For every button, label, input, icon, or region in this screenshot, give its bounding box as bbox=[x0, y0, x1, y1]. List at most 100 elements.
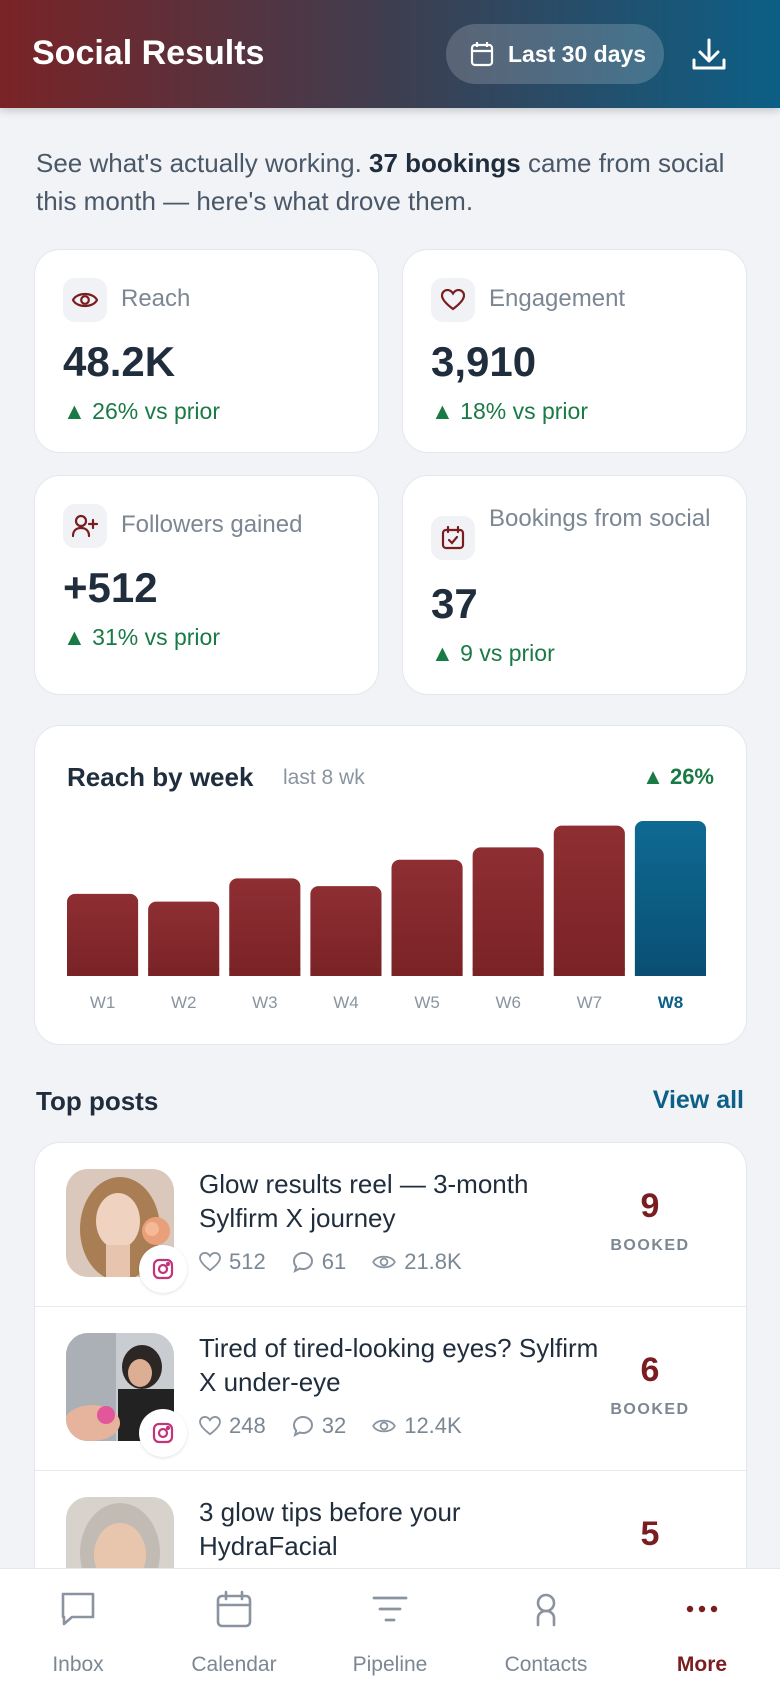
stat-label: Bookings from social bbox=[489, 505, 711, 532]
stat-label: Reach bbox=[121, 285, 191, 312]
bar-base-w5 bbox=[391, 968, 463, 976]
x-tick-label: W4 bbox=[333, 993, 359, 1012]
bar-w3[interactable] bbox=[229, 878, 301, 976]
nav-label: Inbox bbox=[52, 1653, 104, 1676]
intro-highlight: 37 bookings bbox=[369, 148, 521, 178]
more-icon bbox=[624, 1589, 780, 1629]
bar-base-w2 bbox=[148, 968, 220, 976]
page-title: Social Results bbox=[32, 34, 265, 72]
bottom-nav: Inbox Calendar Pipeline Contacts More bbox=[0, 1568, 780, 1688]
comments-count: 61 bbox=[321, 1249, 347, 1274]
x-tick-label: W3 bbox=[252, 993, 278, 1012]
calendar-icon bbox=[156, 1589, 312, 1629]
download-icon bbox=[692, 38, 726, 70]
bar-base-w1 bbox=[67, 968, 139, 976]
booked-count: 5 bbox=[640, 1515, 660, 1553]
booked-count: 9 bbox=[640, 1187, 660, 1225]
reach-chart-card: Reach by week last 8 wk ▲ 26% W1 W2 W3 W4 W5… bbox=[34, 725, 747, 1045]
date-range-button[interactable]: Last 30 days bbox=[446, 24, 664, 84]
chart-delta: ▲ 26% bbox=[642, 764, 714, 789]
x-tick-label: W7 bbox=[577, 993, 603, 1012]
stat-card-reach[interactable]: Reach 48.2K ▲ 26% vs prior bbox=[34, 249, 379, 453]
x-tick-label: W2 bbox=[171, 993, 197, 1012]
intro-suffix: came from social this month — here's wha… bbox=[36, 148, 725, 216]
post-title: 3 glow tips before your HydraFacial bbox=[199, 1497, 461, 1561]
nav-more[interactable]: More bbox=[624, 1569, 780, 1688]
stat-label: Followers gained bbox=[121, 511, 303, 538]
reach-bar-chart: W1 W2 W3 W4 W5 W6 W7 W8 bbox=[67, 821, 706, 1012]
bar-base-w4 bbox=[310, 968, 382, 976]
heart-icon bbox=[199, 1252, 221, 1272]
stat-card-bookings[interactable]: Bookings from social 37 ▲ 9 vs prior bbox=[402, 475, 747, 695]
nav-contacts[interactable]: Contacts bbox=[468, 1569, 624, 1688]
post-title: Tired of tired-looking eyes? Sylfirm X u… bbox=[199, 1333, 599, 1397]
likes-count: 512 bbox=[229, 1249, 266, 1274]
bar-w2[interactable] bbox=[148, 901, 220, 976]
nav-calendar[interactable]: Calendar bbox=[156, 1569, 312, 1688]
bar-base-w6 bbox=[472, 968, 544, 976]
likes-count: 248 bbox=[229, 1413, 266, 1438]
post-metrics: 512 61 21.8K bbox=[199, 1249, 488, 1275]
download-button[interactable] bbox=[684, 30, 734, 80]
stat-delta: ▲ 26% vs prior bbox=[63, 398, 220, 424]
instagram-icon bbox=[139, 1409, 187, 1457]
bar-w6[interactable] bbox=[472, 847, 544, 976]
stat-label: Engagement bbox=[489, 285, 626, 312]
x-tick-label: W5 bbox=[414, 993, 440, 1012]
filter-icon bbox=[312, 1589, 468, 1629]
stat-card-engagement[interactable]: Engagement 3,910 ▲ 18% vs prior bbox=[402, 249, 747, 453]
chart-subtitle: last 8 wk bbox=[283, 766, 365, 789]
date-range-label: Last 30 days bbox=[508, 40, 647, 67]
stat-value: 37 bbox=[431, 580, 478, 627]
stat-value: +512 bbox=[63, 564, 158, 611]
heart-icon bbox=[431, 278, 475, 322]
stat-delta: ▲ 18% vs prior bbox=[431, 398, 588, 424]
eye-icon bbox=[372, 1419, 397, 1433]
eye-icon bbox=[372, 1255, 397, 1269]
comment-icon bbox=[292, 1415, 313, 1437]
top-posts-title: Top posts bbox=[36, 1086, 159, 1116]
intro-prefix: See what's actually working. bbox=[36, 148, 370, 178]
views-count: 21.8K bbox=[404, 1249, 462, 1274]
chart-title: Reach by week bbox=[67, 762, 254, 792]
bar-w7[interactable] bbox=[553, 825, 625, 976]
bar-w1[interactable] bbox=[67, 893, 139, 976]
x-tick-label: W8 bbox=[658, 993, 684, 1012]
person-icon bbox=[468, 1589, 624, 1629]
list-item[interactable]: Glow results reel — 3-month Sylfirm X jo… bbox=[35, 1143, 746, 1307]
instagram-icon bbox=[139, 1245, 187, 1293]
eye-icon bbox=[63, 278, 107, 322]
x-tick-label: W6 bbox=[495, 993, 521, 1012]
view-all-link[interactable]: View all bbox=[652, 1086, 744, 1114]
nav-pipeline[interactable]: Pipeline bbox=[312, 1569, 468, 1688]
nav-label: Contacts bbox=[504, 1653, 588, 1676]
nav-label: More bbox=[676, 1653, 728, 1676]
stat-value: 48.2K bbox=[63, 338, 176, 385]
post-title: Glow results reel — 3-month Sylfirm X jo… bbox=[199, 1169, 529, 1233]
calendar-check-icon bbox=[431, 516, 475, 560]
nav-label: Calendar bbox=[191, 1653, 277, 1676]
bar-w8[interactable] bbox=[634, 821, 706, 976]
booked-count: 6 bbox=[640, 1351, 660, 1389]
comments-count: 32 bbox=[321, 1413, 347, 1438]
list-item[interactable]: Tired of tired-looking eyes? Sylfirm X u… bbox=[35, 1307, 746, 1471]
x-tick-label: W1 bbox=[90, 993, 116, 1012]
booked-label: BOOKED bbox=[610, 1237, 690, 1254]
app-header: Social Results Last 30 days bbox=[0, 0, 780, 108]
stat-delta: ▲ 31% vs prior bbox=[63, 624, 220, 650]
bar-base-w8 bbox=[634, 968, 706, 976]
stat-value: 3,910 bbox=[431, 338, 537, 385]
comment-icon bbox=[292, 1251, 313, 1273]
user-plus-icon bbox=[63, 504, 107, 548]
booked-label: BOOKED bbox=[610, 1401, 690, 1418]
bar-base-w3 bbox=[229, 968, 301, 976]
heart-icon bbox=[199, 1416, 221, 1436]
bar-w4[interactable] bbox=[310, 886, 382, 976]
stat-delta: ▲ 9 vs prior bbox=[431, 640, 555, 666]
views-count: 12.4K bbox=[404, 1413, 462, 1438]
stat-card-followers[interactable]: Followers gained +512 ▲ 31% vs prior bbox=[34, 475, 379, 695]
bar-w5[interactable] bbox=[391, 859, 463, 976]
nav-inbox[interactable]: Inbox bbox=[0, 1569, 156, 1688]
bar-base-w7 bbox=[553, 968, 625, 976]
post-metrics: 248 32 12.4K bbox=[199, 1413, 488, 1439]
